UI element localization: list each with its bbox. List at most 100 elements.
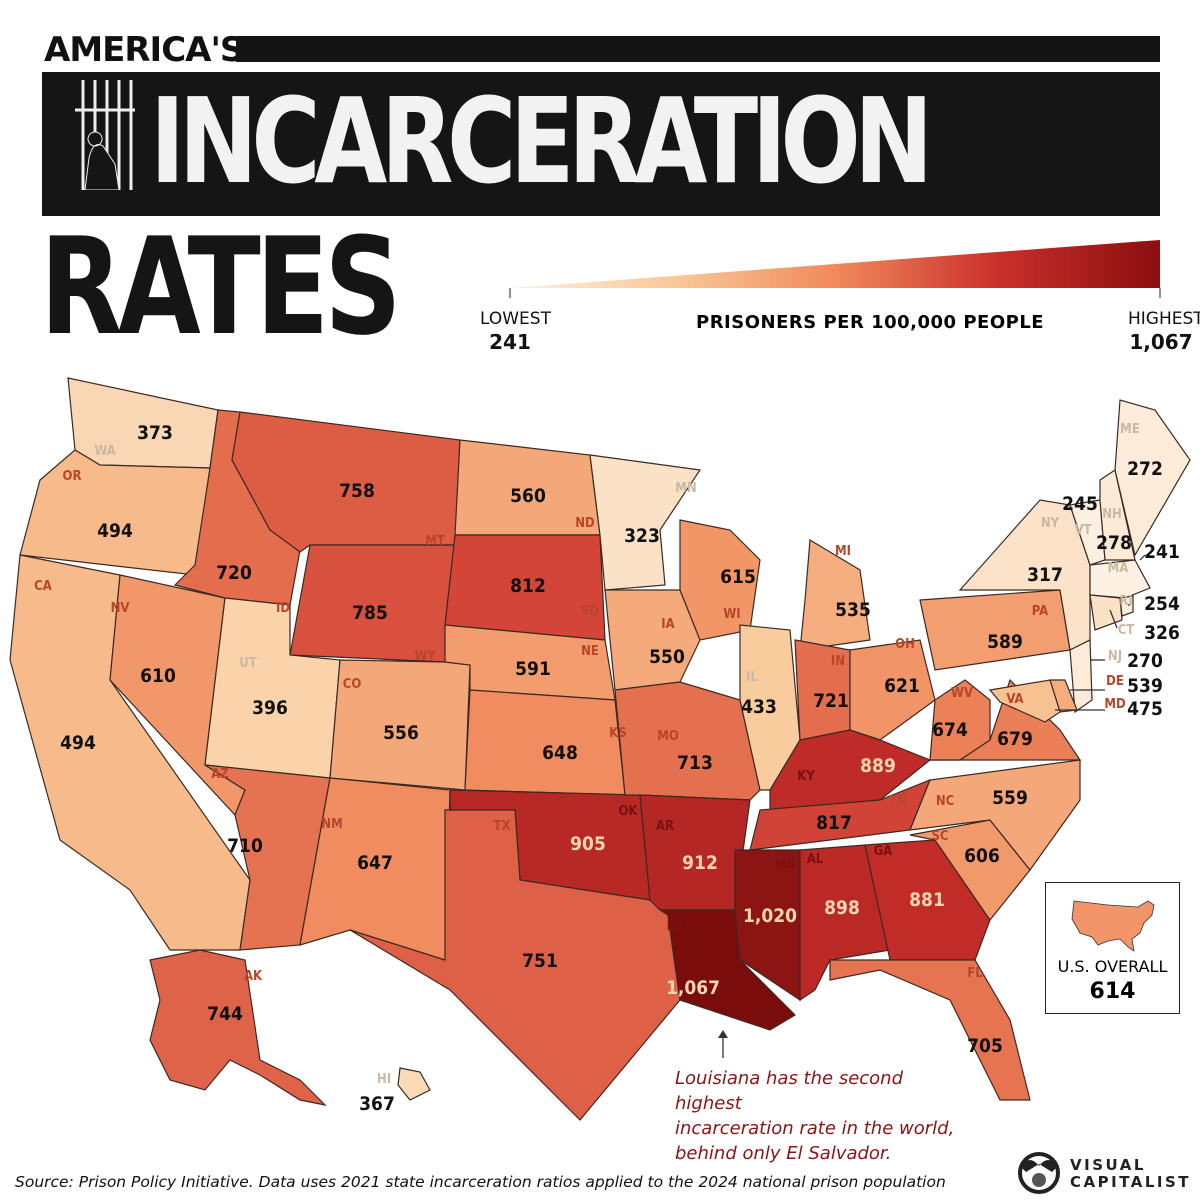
- state-rate-value: 610: [140, 665, 176, 687]
- state-abbr: NJ: [1108, 649, 1122, 664]
- state-abbr: SC: [931, 829, 948, 844]
- legend-gradient: [509, 240, 1161, 298]
- state-abbr: FL: [967, 966, 983, 981]
- state-ak: [149, 949, 327, 1106]
- visual-capitalist-logo-icon: [1018, 1152, 1060, 1194]
- state-sc: [909, 819, 1031, 922]
- state-nc: [909, 759, 1081, 871]
- state-fl: [829, 959, 1031, 1101]
- state-rate-value: 373: [137, 422, 173, 444]
- state-abbr: AZ: [211, 767, 229, 782]
- title-line-1: AMERICA'S: [44, 30, 244, 70]
- state-abbr: AL: [807, 852, 824, 867]
- state-rate-value: 367: [359, 1093, 395, 1115]
- leader-line: [1139, 554, 1146, 561]
- state-rate-value: 679: [997, 728, 1033, 750]
- state-rate-value: 272: [1127, 458, 1163, 480]
- state-rate-value: 550: [649, 646, 685, 668]
- brand-name: VISUAL CAPITALIST: [1070, 1157, 1191, 1191]
- state-nh: [1099, 469, 1136, 561]
- state-abbr: LA: [667, 919, 684, 934]
- state-abbr: OR: [63, 469, 82, 484]
- state-rate-value: 589: [987, 631, 1023, 653]
- state-rate-value: 881: [909, 889, 945, 911]
- state-rate-value: 905: [570, 833, 606, 855]
- state-rate-value: 889: [860, 755, 896, 777]
- source-note: Source: Prison Policy Initiative. Data u…: [15, 1173, 946, 1191]
- state-rate-value: 898: [824, 897, 860, 919]
- title-banner-strip: [236, 36, 1160, 62]
- state-rate-value: 606: [964, 845, 1000, 867]
- state-abbr: OH: [895, 637, 915, 652]
- us-silhouette-icon: [1071, 900, 1155, 952]
- state-rate-value: 539: [1127, 675, 1163, 697]
- state-rate-value: 245: [1062, 493, 1098, 515]
- state-abbr: CO: [343, 677, 362, 692]
- legend-title: PRISONERS PER 100,000 PEOPLE: [696, 312, 1045, 333]
- state-abbr: ME: [1120, 422, 1140, 437]
- state-rate-value: 674: [932, 719, 968, 741]
- us-overall-value: 614: [1089, 979, 1136, 1004]
- state-abbr: MS: [775, 857, 795, 872]
- state-abbr: MI: [835, 544, 851, 559]
- state-nj: [1069, 639, 1093, 714]
- state-rate-value: 710: [227, 835, 263, 857]
- state-abbr: TN: [889, 794, 907, 809]
- state-abbr: KS: [609, 726, 627, 741]
- state-abbr: NH: [1102, 507, 1122, 522]
- state-rate-value: 591: [515, 658, 551, 680]
- title-banner: [42, 72, 1160, 216]
- state-md: [988, 679, 1061, 723]
- brand-line-1: VISUAL: [1070, 1156, 1146, 1174]
- state-mi: [799, 538, 871, 651]
- state-abbr: WV: [951, 686, 973, 701]
- state-abbr: ID: [276, 601, 290, 616]
- state-rate-value: 559: [992, 787, 1028, 809]
- state-rate-value: 812: [510, 575, 546, 597]
- state-abbr: IL: [746, 670, 758, 685]
- state-rate-value: 758: [339, 480, 375, 502]
- state-oh: [849, 639, 936, 741]
- state-rate-value: 475: [1127, 698, 1163, 720]
- state-ms: [734, 849, 801, 1002]
- brand-line-2: CAPITALIST: [1070, 1173, 1192, 1191]
- state-abbr: TX: [494, 819, 511, 834]
- state-abbr: KY: [797, 769, 815, 784]
- state-rate-value: 720: [216, 562, 252, 584]
- annotation-line: behind only El Salvador.: [675, 1143, 892, 1164]
- state-abbr: WI: [723, 607, 740, 622]
- state-abbr: VA: [1006, 692, 1023, 707]
- state-abbr: ND: [575, 516, 595, 531]
- state-abbr: SD: [581, 604, 599, 619]
- state-abbr: WY: [414, 649, 436, 664]
- state-mo: [614, 681, 761, 801]
- state-rate-value: 647: [357, 852, 393, 874]
- title-line-2-box: INCARCERATION: [150, 76, 1150, 206]
- state-rate-value: 241: [1144, 541, 1180, 563]
- state-rate-value: 713: [677, 752, 713, 774]
- louisiana-annotation: Louisiana has the second highest incarce…: [675, 1066, 975, 1166]
- state-abbr: NV: [111, 601, 130, 616]
- us-overall-label: U.S. OVERALL: [1057, 957, 1168, 976]
- state-abbr: RI: [1119, 594, 1132, 609]
- state-abbr: UT: [239, 656, 256, 671]
- state-abbr: MT: [425, 534, 445, 549]
- state-abbr: NY: [1041, 516, 1060, 531]
- jail-cell-icon: [75, 80, 135, 190]
- state-rate-value: 494: [97, 520, 133, 542]
- leader-line: [1109, 609, 1118, 629]
- state-mn: [589, 454, 702, 591]
- state-pa: [919, 589, 1071, 671]
- state-wv: [929, 679, 991, 761]
- state-abbr: MA: [1108, 561, 1129, 576]
- us-overall-box: U.S. OVERALL 614: [1045, 882, 1180, 1014]
- legend-high-label: HIGHEST: [1128, 309, 1200, 329]
- state-rate-value: 270: [1127, 650, 1163, 672]
- title-line-2: INCARCERATION: [150, 76, 933, 206]
- state-abbr: IA: [661, 617, 674, 632]
- state-rate-value: 317: [1027, 564, 1063, 586]
- state-rate-value: 396: [252, 697, 288, 719]
- state-abbr: NM: [321, 817, 342, 832]
- state-abbr: VT: [1074, 523, 1091, 538]
- state-abbr: NE: [581, 644, 599, 659]
